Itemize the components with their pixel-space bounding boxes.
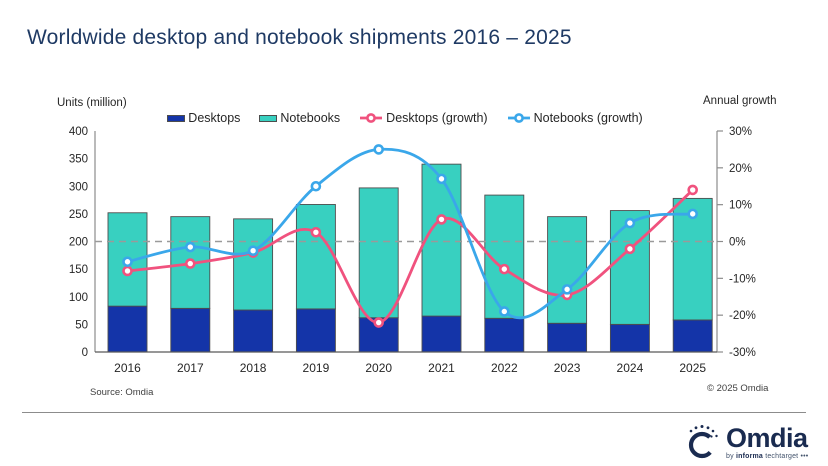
legend-swatch-notebooks xyxy=(259,114,278,122)
x-label-2021: 2021 xyxy=(428,361,455,375)
legend-label-desktops-growth: Desktops (growth) xyxy=(386,111,488,125)
left-axis-tick-350: 350 xyxy=(69,154,88,166)
bar-desktops-2018 xyxy=(233,309,274,353)
legend-item-notebooks: Notebooks xyxy=(259,111,340,125)
bar-desktops-2024 xyxy=(609,323,650,353)
x-label-2017: 2017 xyxy=(177,361,204,375)
right-axis-title: Annual growth xyxy=(703,95,777,107)
marker-notebooks-growth-2024 xyxy=(624,217,636,229)
omdia-logo-icon xyxy=(688,425,718,459)
bar-notebooks-2023 xyxy=(547,216,588,324)
bar-notebooks-2018 xyxy=(233,218,274,311)
logo-tagline-brand: informa xyxy=(735,452,764,460)
marker-notebooks-growth-2021 xyxy=(436,173,447,185)
x-label-2016: 2016 xyxy=(114,361,141,375)
line-desktops-growth xyxy=(126,188,695,324)
bar-desktops-2025 xyxy=(672,319,713,353)
marker-desktops-growth-2016 xyxy=(122,265,133,277)
legend-item-desktops: Desktops xyxy=(167,111,240,125)
legend-label-desktops: Desktops xyxy=(188,111,241,125)
logo-dots xyxy=(689,425,718,438)
marker-desktops-growth-2024 xyxy=(624,243,636,255)
marker-notebooks-growth-2025 xyxy=(687,208,699,220)
right-axis-tick-10%: 10% xyxy=(729,200,752,212)
line-notebooks-growth xyxy=(126,147,695,320)
left-axis-tick-300: 300 xyxy=(69,181,88,193)
bar-desktops-2017 xyxy=(170,307,211,353)
x-label-2024: 2024 xyxy=(617,361,644,375)
x-label-2018: 2018 xyxy=(240,361,267,375)
chart-title: Worldwide desktop and notebook shipments… xyxy=(27,26,572,49)
bar-notebooks-2021 xyxy=(421,163,462,317)
left-axis-tick-200: 200 xyxy=(69,237,88,249)
marker-desktops-growth-2021 xyxy=(436,214,447,225)
marker-desktops-growth-2022 xyxy=(498,263,510,275)
left-axis-title: Units (million) xyxy=(57,97,127,109)
marker-desktops-growth-2020 xyxy=(373,317,385,328)
legend-label-notebooks-growth: Notebooks (growth) xyxy=(533,111,643,125)
footer-divider xyxy=(22,412,806,413)
bar-desktops-2019 xyxy=(295,308,336,353)
bar-notebooks-2024 xyxy=(609,210,650,325)
legend-swatch-desktops xyxy=(167,114,186,122)
bar-desktops-2022 xyxy=(484,317,525,353)
marker-notebooks-growth-2016 xyxy=(122,256,133,268)
right-axis-tick--30%: -30% xyxy=(729,347,756,359)
x-label-2022: 2022 xyxy=(491,361,518,375)
bar-desktops-2016 xyxy=(107,305,148,353)
right-axis-tick-20%: 20% xyxy=(729,163,752,175)
marker-notebooks-growth-2023 xyxy=(561,284,573,295)
left-axis-tick-250: 250 xyxy=(69,209,88,221)
right-axis-tick-0%: 0% xyxy=(729,237,746,249)
marker-notebooks-growth-2022 xyxy=(498,306,510,317)
bar-notebooks-2019 xyxy=(295,204,336,310)
legend-swatch-desktops-growth xyxy=(360,113,383,123)
logo-ring xyxy=(688,431,716,459)
logo-text: Omdia by informa techtarget ••• xyxy=(726,422,808,460)
bar-desktops-2023 xyxy=(547,322,588,353)
left-axis-tick-100: 100 xyxy=(69,292,88,304)
right-axis-tick--10%: -10% xyxy=(729,273,756,285)
legend-item-desktops-growth: Desktops (growth) xyxy=(359,111,488,125)
x-label-2025: 2025 xyxy=(679,361,706,375)
logo-tagline: by informa techtarget ••• xyxy=(726,453,808,460)
marker-desktops-growth-2025 xyxy=(687,184,699,196)
left-axis-tick-400: 400 xyxy=(69,126,88,138)
bar-notebooks-2020 xyxy=(358,187,399,319)
left-axis-tick-50: 50 xyxy=(75,319,88,331)
source-note: Source: Omdia xyxy=(90,387,154,398)
legend-item-notebooks-growth: Notebooks (growth) xyxy=(507,111,643,125)
marker-desktops-growth-2017 xyxy=(185,258,196,269)
marker-notebooks-growth-2018 xyxy=(247,245,259,257)
logo-tagline-rest: techtarget ••• xyxy=(765,452,809,460)
copyright-note: © 2025 Omdia xyxy=(707,383,769,394)
x-label-2023: 2023 xyxy=(554,361,581,375)
logo-tagline-by: by xyxy=(726,452,734,460)
marker-notebooks-growth-2019 xyxy=(310,180,322,192)
marker-notebooks-growth-2020 xyxy=(373,144,385,155)
left-axis-tick-0: 0 xyxy=(82,347,88,359)
chart-legend: Desktops Notebooks Desktops (growth) Notebo… xyxy=(93,111,717,125)
logo-wordmark: Omdia xyxy=(726,422,808,453)
marker-desktops-growth-2019 xyxy=(310,226,322,238)
right-axis-tick-30%: 30% xyxy=(729,126,752,138)
omdia-logo: Omdia by informa techtarget ••• xyxy=(683,422,808,462)
left-axis-tick-150: 150 xyxy=(69,264,88,276)
bar-desktops-2021 xyxy=(421,315,462,353)
x-label-2019: 2019 xyxy=(303,361,330,375)
x-label-2020: 2020 xyxy=(365,361,392,375)
marker-notebooks-growth-2017 xyxy=(185,241,196,253)
legend-label-notebooks: Notebooks xyxy=(280,111,341,125)
right-axis-tick--20%: -20% xyxy=(729,310,756,322)
legend-swatch-notebooks-growth xyxy=(507,113,530,123)
